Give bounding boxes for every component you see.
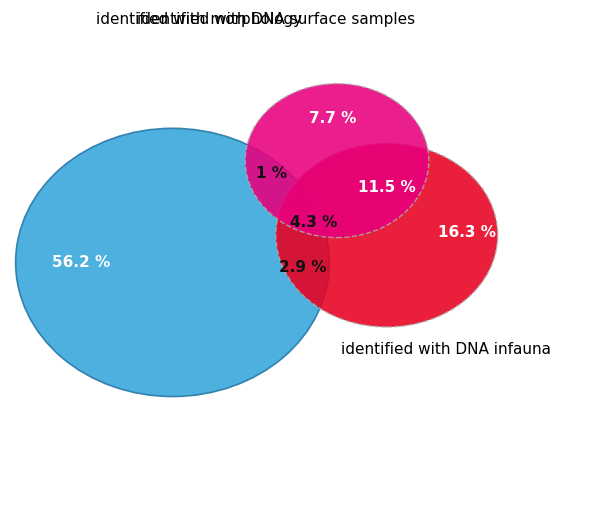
Text: 7.7 %: 7.7 %	[310, 111, 357, 126]
Text: identified with DNA infauna: identified with DNA infauna	[341, 342, 551, 357]
Text: 2.9 %: 2.9 %	[279, 260, 326, 275]
Text: 56.2 %: 56.2 %	[52, 255, 110, 270]
Text: 1 %: 1 %	[256, 166, 287, 180]
Ellipse shape	[276, 143, 497, 327]
Text: identified with morphology: identified with morphology	[96, 12, 302, 27]
Text: 16.3 %: 16.3 %	[438, 225, 496, 240]
Ellipse shape	[245, 84, 429, 237]
Text: identified with DNA surface samples: identified with DNA surface samples	[137, 12, 415, 27]
Ellipse shape	[16, 128, 329, 396]
Text: 11.5 %: 11.5 %	[358, 180, 416, 195]
Text: 4.3 %: 4.3 %	[290, 215, 338, 230]
